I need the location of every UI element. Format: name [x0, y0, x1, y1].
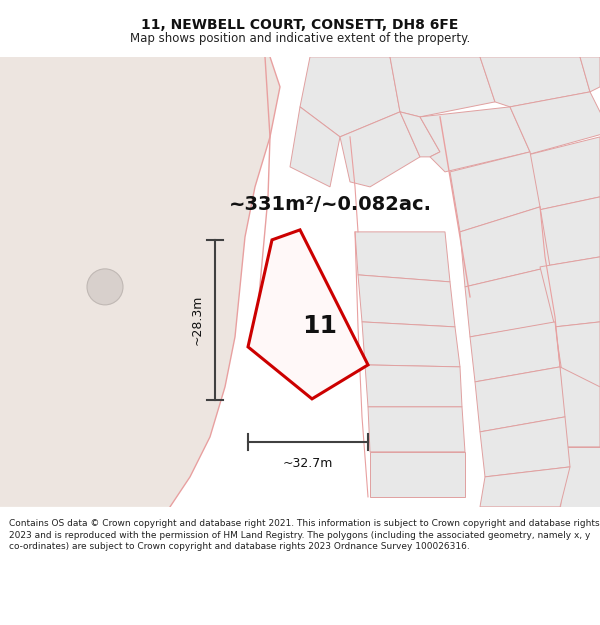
Polygon shape [520, 137, 600, 212]
Circle shape [87, 269, 123, 305]
Polygon shape [370, 452, 465, 497]
Polygon shape [470, 322, 560, 382]
Polygon shape [368, 407, 465, 452]
Polygon shape [580, 57, 600, 92]
Polygon shape [480, 467, 570, 507]
Polygon shape [460, 207, 550, 287]
Polygon shape [480, 57, 590, 107]
Polygon shape [540, 257, 600, 327]
Polygon shape [365, 365, 462, 407]
Polygon shape [248, 230, 368, 399]
Polygon shape [420, 107, 530, 172]
Polygon shape [465, 267, 560, 337]
Polygon shape [510, 92, 600, 157]
Polygon shape [400, 112, 440, 157]
Polygon shape [362, 322, 460, 367]
Text: ~32.7m: ~32.7m [283, 458, 333, 471]
Polygon shape [560, 447, 600, 507]
Polygon shape [290, 107, 340, 187]
Polygon shape [358, 275, 455, 327]
Text: ~331m²/~0.082ac.: ~331m²/~0.082ac. [229, 196, 431, 214]
Text: Contains OS data © Crown copyright and database right 2021. This information is : Contains OS data © Crown copyright and d… [9, 519, 599, 551]
Polygon shape [340, 112, 420, 187]
Polygon shape [390, 57, 495, 117]
Polygon shape [300, 57, 400, 137]
Text: Map shows position and indicative extent of the property.: Map shows position and indicative extent… [130, 32, 470, 45]
Polygon shape [555, 322, 600, 392]
Polygon shape [0, 57, 280, 507]
Polygon shape [530, 197, 600, 267]
Polygon shape [355, 232, 450, 282]
Text: ~28.3m: ~28.3m [191, 294, 203, 345]
Polygon shape [475, 367, 565, 432]
Polygon shape [480, 417, 570, 477]
Polygon shape [560, 367, 600, 447]
Polygon shape [450, 152, 540, 232]
Text: 11: 11 [302, 314, 337, 338]
Text: 11, NEWBELL COURT, CONSETT, DH8 6FE: 11, NEWBELL COURT, CONSETT, DH8 6FE [142, 18, 458, 32]
